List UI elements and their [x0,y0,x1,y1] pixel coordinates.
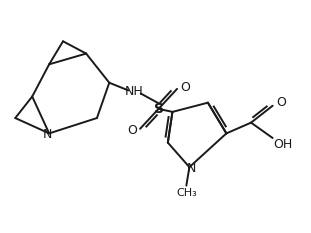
Text: S: S [154,103,164,116]
Text: O: O [128,124,137,137]
Text: O: O [276,96,286,109]
Text: NH: NH [124,86,143,99]
Text: O: O [180,81,190,94]
Text: OH: OH [273,138,292,151]
Text: CH₃: CH₃ [176,188,197,198]
Text: N: N [43,128,52,141]
Text: N: N [186,162,196,175]
